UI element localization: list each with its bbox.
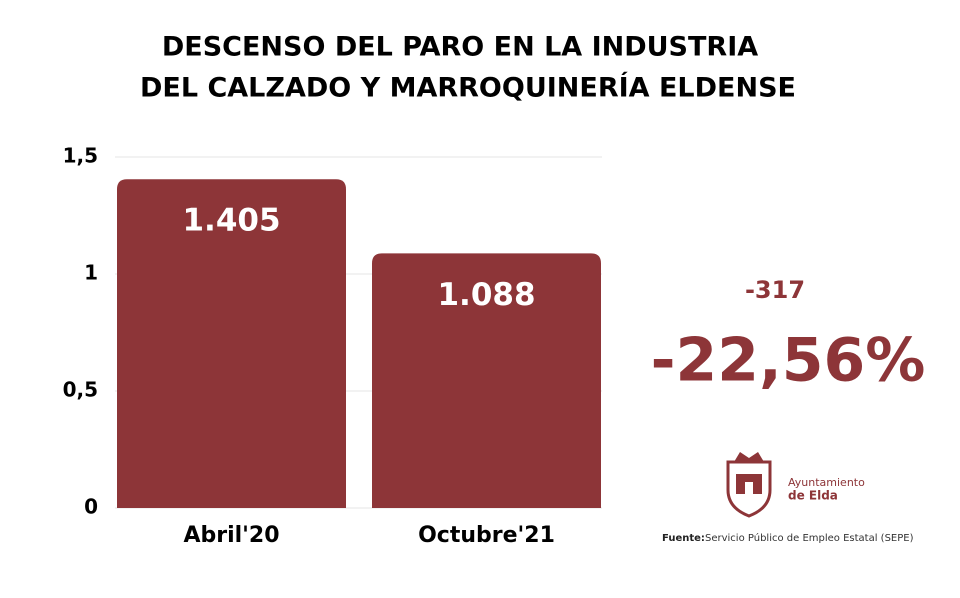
bar — [372, 253, 601, 508]
y-tick-label: 0 — [84, 495, 98, 519]
bar — [117, 179, 346, 509]
logo-crown — [734, 452, 764, 462]
difference-annotation: -317 — [745, 276, 805, 304]
logo-text: Ayuntamiento — [788, 476, 865, 489]
value-label: 1.088 — [437, 277, 535, 313]
logo-text: de Elda — [788, 489, 838, 503]
y-tick-label: 0,5 — [63, 378, 98, 402]
logo — [726, 452, 772, 518]
y-tick-label: 1,5 — [63, 144, 98, 168]
chart-title: DEL CALZADO Y MARROQUINERÍA ELDENSE — [140, 72, 796, 104]
source-label: Fuente: — [662, 533, 705, 544]
y-tick-label: 1 — [84, 261, 98, 285]
source: Servicio Público de Empleo Estatal (SEPE… — [705, 532, 914, 544]
x-tick-label: Octubre'21 — [418, 523, 555, 548]
value-label: 1.405 — [182, 203, 280, 239]
logo-door — [745, 482, 753, 494]
chart-title: DESCENSO DEL PARO EN LA INDUSTRIA — [162, 32, 758, 63]
x-tick-label: Abril'20 — [183, 523, 279, 548]
percent-annotation: -22,56% — [651, 326, 926, 396]
